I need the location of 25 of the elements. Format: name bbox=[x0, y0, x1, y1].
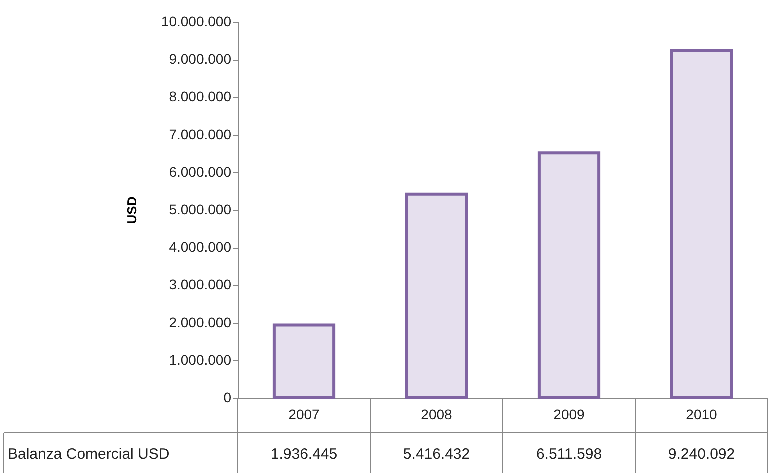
data-label: 9.240.092 bbox=[668, 446, 736, 463]
data-label: 1.936.445 bbox=[270, 446, 338, 463]
y-tick-label: 1.000.000 bbox=[169, 352, 232, 368]
y-tick-label: 5.000.000 bbox=[169, 202, 232, 218]
y-tick-label: 10.000.000 bbox=[161, 14, 232, 30]
y-tick-label: 2.000.000 bbox=[169, 314, 232, 330]
x-tick-label: 2008 bbox=[421, 406, 453, 422]
x-tick-label: 2010 bbox=[686, 406, 718, 422]
bar bbox=[272, 324, 336, 400]
bar bbox=[670, 49, 734, 400]
y-tick-label: 8.000.000 bbox=[169, 88, 232, 105]
data-label: 5.416.432 bbox=[403, 446, 470, 463]
y-tick-label: 4.000.000 bbox=[169, 239, 232, 256]
x-tick-label: 2009 bbox=[554, 406, 586, 422]
y-tick-label: 7.000.000 bbox=[169, 126, 232, 142]
bar bbox=[405, 192, 468, 400]
y-tick-label: 6.000.000 bbox=[169, 164, 232, 180]
y-tick-label: 3.000.000 bbox=[169, 276, 232, 293]
bar bbox=[538, 152, 601, 400]
x-tick-label: 2007 bbox=[288, 406, 320, 422]
y-tick-label: 0 bbox=[224, 390, 232, 406]
text: Balanza Comercial USD bbox=[8, 446, 170, 463]
y-tick-label: 9.000.000 bbox=[169, 51, 232, 68]
y-axis-title: USD bbox=[124, 196, 140, 224]
data-label: 6.511.598 bbox=[536, 446, 602, 463]
